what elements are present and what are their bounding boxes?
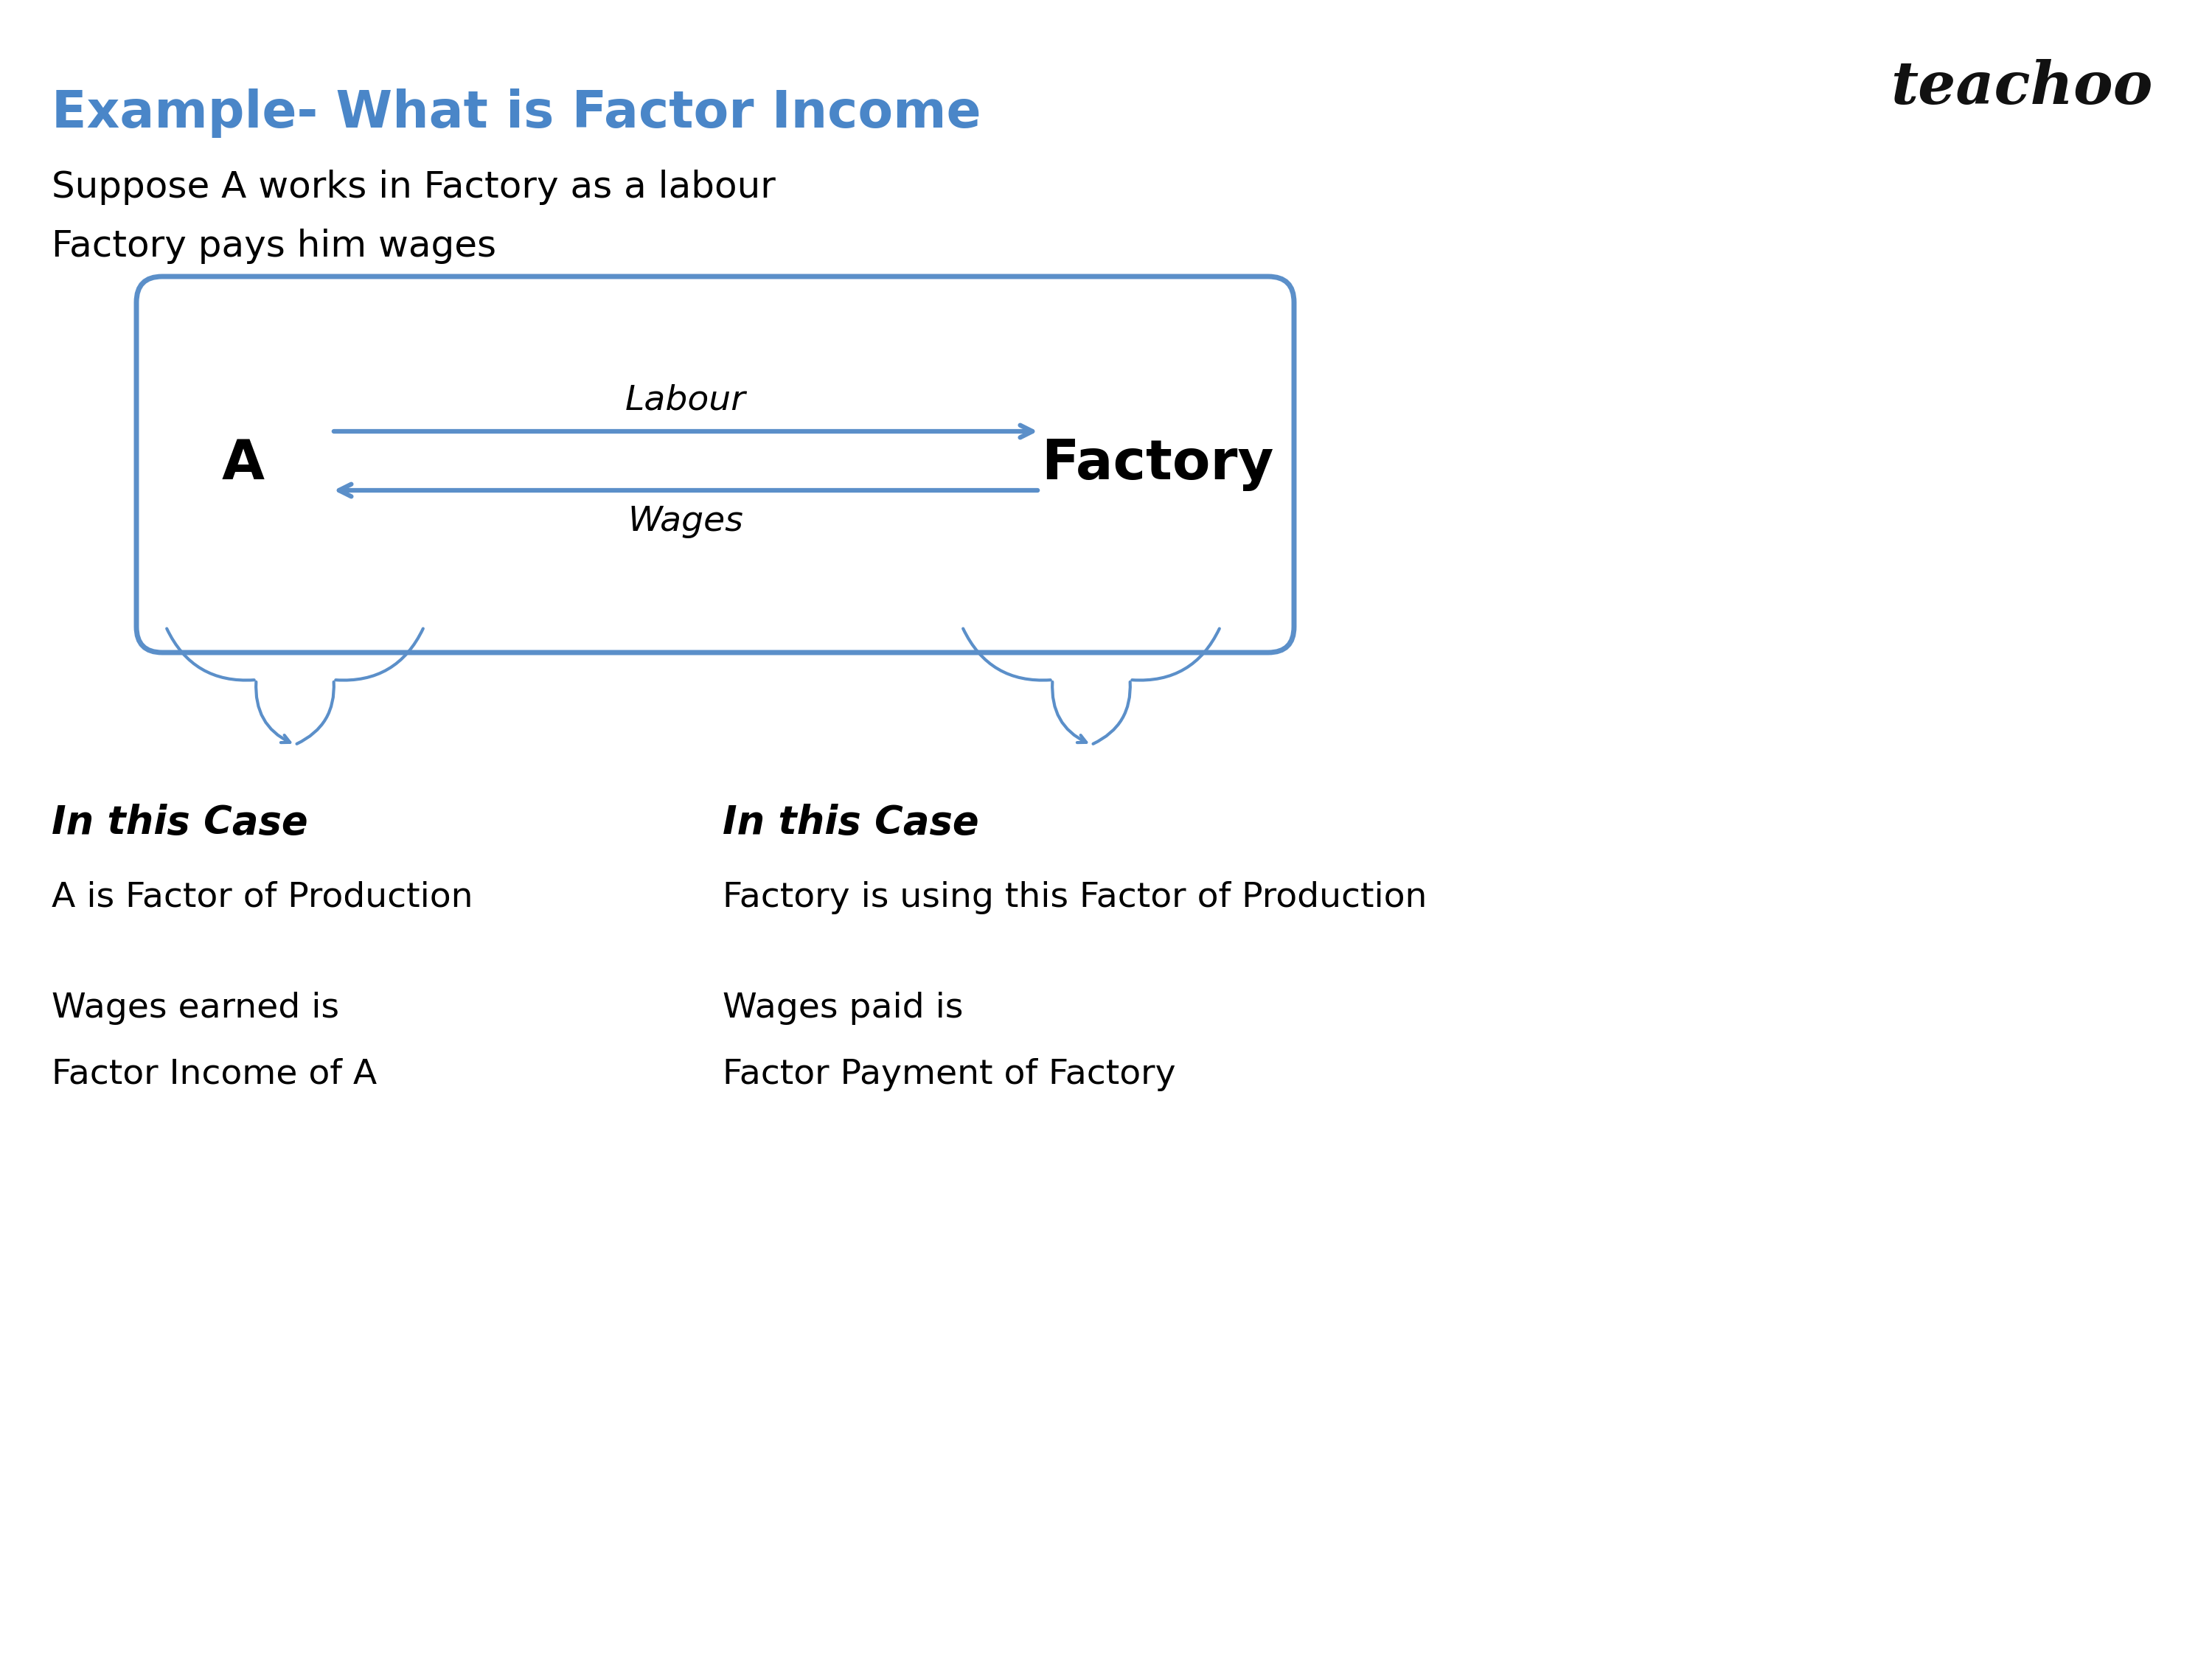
Text: Factor Payment of Factory: Factor Payment of Factory [723, 1058, 1177, 1092]
Text: teachoo: teachoo [1891, 60, 2152, 116]
FancyBboxPatch shape [137, 277, 1294, 652]
Text: Factory pays him wages: Factory pays him wages [51, 229, 495, 264]
Text: A is Factor of Production: A is Factor of Production [51, 881, 473, 914]
Text: Labour: Labour [626, 383, 745, 416]
Text: Suppose A works in Factory as a labour: Suppose A works in Factory as a labour [51, 169, 776, 206]
Text: A: A [221, 438, 265, 491]
Text: Wages: Wages [628, 504, 743, 538]
Text: In this Case: In this Case [723, 803, 980, 843]
Text: Example- What is Factor Income: Example- What is Factor Income [51, 88, 982, 138]
Text: Factory: Factory [1042, 438, 1274, 491]
Text: Factory is using this Factor of Production: Factory is using this Factor of Producti… [723, 881, 1427, 914]
Text: Wages earned is: Wages earned is [51, 992, 338, 1025]
Text: Wages paid is: Wages paid is [723, 992, 962, 1025]
Text: Factor Income of A: Factor Income of A [51, 1058, 376, 1092]
Text: In this Case: In this Case [51, 803, 307, 843]
